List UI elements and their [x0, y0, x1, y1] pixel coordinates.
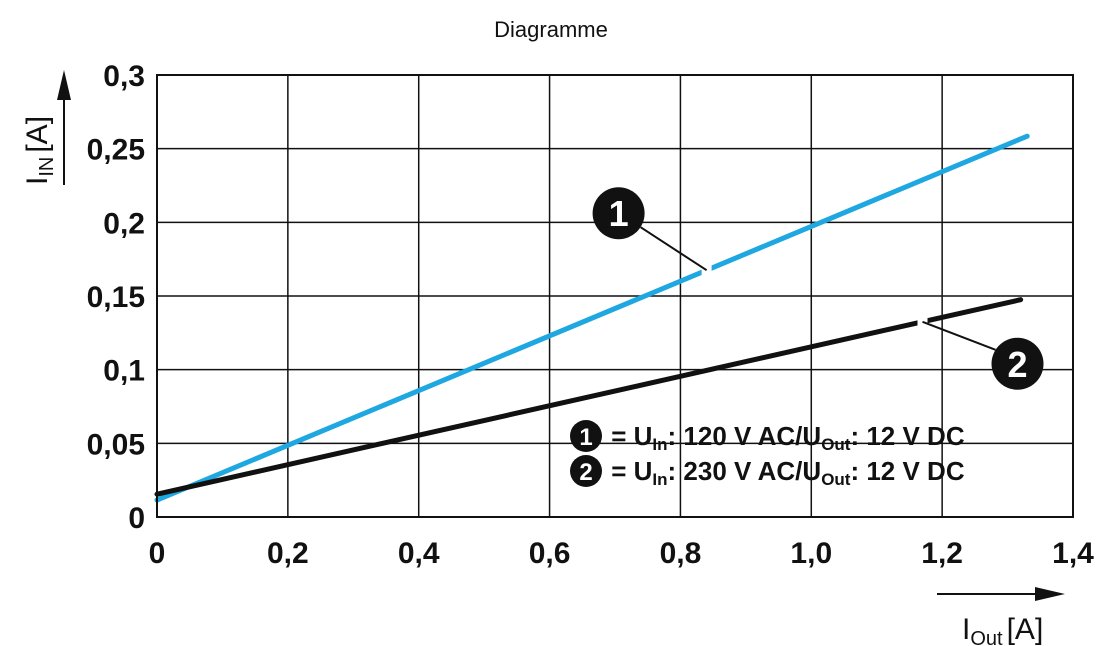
y-axis-arrow-head: [57, 70, 71, 100]
callout-marker-1: [592, 187, 645, 240]
series-lines: [154, 133, 1030, 503]
y-axis-label-group: IIN[A]: [21, 70, 71, 185]
y-axis-label: IIN[A]: [21, 116, 58, 185]
x-axis-label-group: IOut [A]: [937, 587, 1065, 646]
callout-marker-1-label: 1: [609, 193, 629, 234]
series-line-2: [154, 297, 1024, 497]
plot-frame: [156, 74, 1074, 518]
y-tick-label: 0: [128, 502, 145, 535]
callout-leader-2: [922, 320, 996, 351]
x-tick-label: 1,0: [790, 537, 832, 570]
legend-text-2: = UIn: 230 V AC/UOut: 12 V DC: [604, 456, 965, 489]
callout-marker-2-label: 2: [1007, 344, 1027, 385]
legend-marker-1-label: 1: [579, 424, 592, 451]
x-tick-label: 0: [149, 537, 166, 570]
legend-entry-2: 2 = UIn: 230 V AC/UOut: 12 V DC: [570, 455, 965, 489]
x-tick-label: 1,2: [921, 537, 963, 570]
legend-marker-2-label: 2: [579, 459, 592, 486]
y-tick-label: 0,25: [87, 134, 145, 167]
x-tick-label: 0,4: [398, 537, 440, 570]
callout-leader-1: [640, 226, 708, 272]
y-tick-labels: 0 0,05 0,1 0,15 0,2 0,25 0,3: [87, 60, 145, 535]
legend: 1 = UIn: 120 V AC/UOut: 12 V DC 2 = UIn:…: [570, 420, 965, 489]
legend-text-1: = UIn: 120 V AC/UOut: 12 V DC: [604, 421, 965, 454]
legend-marker-2: [570, 455, 602, 487]
y-tick-label: 0,15: [87, 281, 145, 314]
y-tick-label: 0,1: [103, 355, 145, 388]
x-axis-arrow-head: [1035, 587, 1065, 601]
chart-title: Diagramme: [494, 17, 608, 42]
x-tick-labels: 0 0,2 0,4 0,6 0,8 1,0 1,2 1,4: [149, 537, 1095, 570]
y-tick-label: 0,2: [103, 207, 145, 240]
x-tick-label: 0,6: [529, 537, 571, 570]
grid: [157, 75, 1073, 517]
x-tick-label: 1,4: [1052, 537, 1094, 570]
legend-marker-1: [570, 420, 602, 452]
series-callouts: 12: [592, 187, 1044, 390]
x-axis-label: IOut [A]: [962, 613, 1043, 646]
x-tick-label: 0,2: [267, 537, 309, 570]
callout-marker-2: [991, 337, 1044, 390]
series-line-1: [154, 133, 1030, 503]
legend-entry-1: 1 = UIn: 120 V AC/UOut: 12 V DC: [570, 420, 965, 454]
y-tick-label: 0,3: [103, 60, 145, 93]
y-tick-label: 0,05: [87, 428, 145, 461]
x-tick-label: 0,8: [660, 537, 702, 570]
